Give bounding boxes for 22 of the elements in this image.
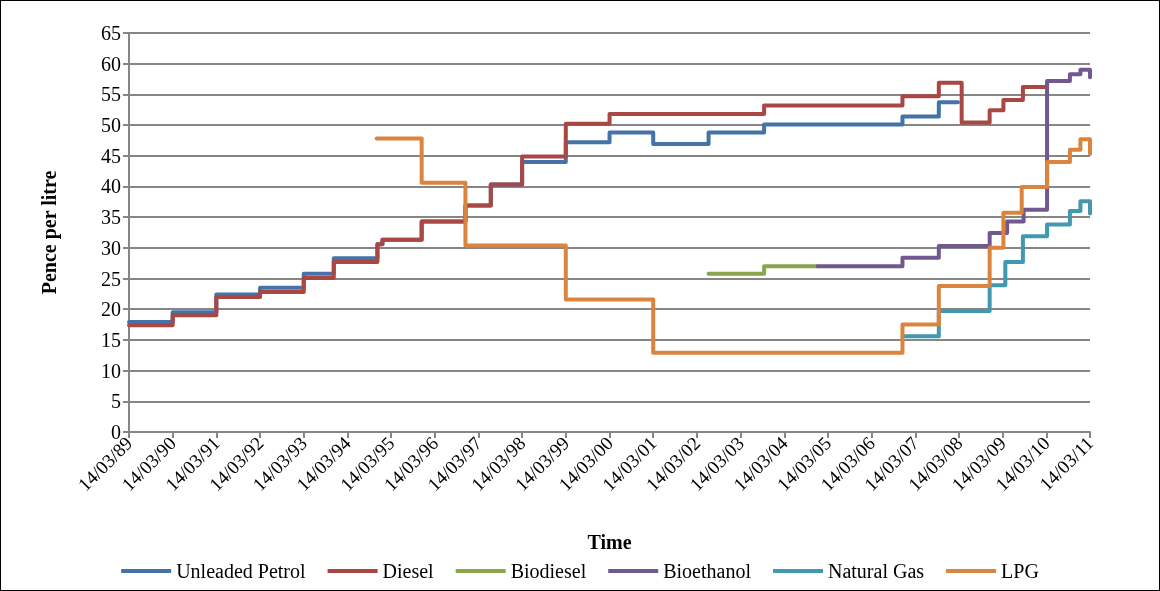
y-tick-label: 15 — [101, 328, 121, 351]
y-tick-label: 5 — [111, 390, 121, 413]
legend-label: Unleaded Petrol — [176, 560, 307, 582]
y-tick-label: 35 — [101, 206, 121, 229]
y-tick-label: 45 — [101, 144, 121, 167]
x-axis-title: Time — [587, 531, 632, 553]
y-tick-label: 20 — [101, 298, 121, 321]
legend-label: LPG — [1001, 560, 1039, 582]
y-tick-label: 0 — [111, 421, 121, 443]
y-tick-label: 30 — [101, 236, 121, 259]
legend-label: Bioethanol — [663, 560, 752, 582]
y-tick-label: 55 — [101, 83, 121, 106]
y-tick-label: 25 — [101, 267, 121, 290]
y-axis-title: Pence per litre — [38, 170, 61, 295]
legend-label: Biodiesel — [510, 560, 587, 582]
y-tick-label: 40 — [101, 175, 121, 198]
y-tick-label: 50 — [101, 114, 121, 137]
y-tick-label: 10 — [101, 359, 121, 382]
legend-label: Diesel — [382, 560, 435, 582]
y-tick-label: 65 — [101, 22, 121, 44]
y-tick-label: 60 — [101, 52, 121, 75]
legend-label: Natural Gas — [827, 560, 925, 582]
